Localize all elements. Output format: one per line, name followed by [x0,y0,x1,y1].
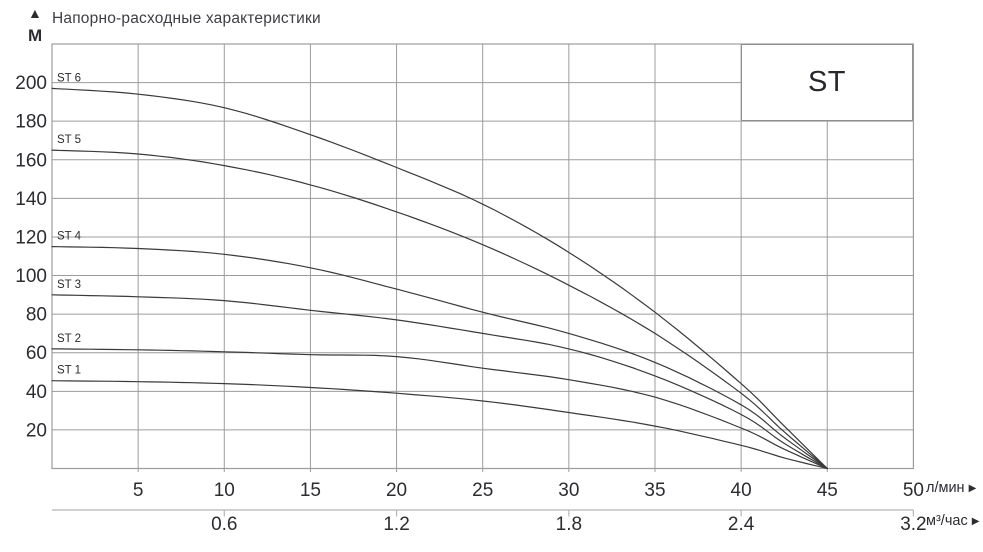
y-tick-label: 80 [26,305,47,326]
y-tick-label: 140 [15,189,47,210]
curve-label: ST 1 [57,365,81,377]
pump-curve [51,380,828,470]
curve-label: ST 6 [57,72,81,84]
curve-label: ST 5 [57,134,81,146]
pump-curve [51,348,828,470]
x-tick-label: 25 [472,480,493,501]
y-tick-label: 160 [15,150,47,171]
pump-curve [51,87,828,470]
series-family-label: ST [807,66,847,98]
x-axis-secondary-unit-label: м³/час [926,513,968,529]
y-axis-arrow-icon: ▲ [28,5,42,21]
chart-title: Напорно-расходные характеристики [52,10,321,27]
y-tick-label: 40 [26,382,47,403]
x-secondary-tick-label: 3.2 [900,514,926,535]
x-tick-label: 15 [300,480,321,501]
pump-curve [51,294,828,470]
x-secondary-tick-label: 0.6 [211,514,237,535]
x-tick-label: 10 [214,480,235,501]
y-axis-unit-label: М [28,26,43,45]
x-tick-label: 35 [644,480,665,501]
x-axis-secondary-arrow-icon: ▶ [971,516,980,527]
x-secondary-tick-label: 1.8 [556,514,582,535]
x-tick-label: 30 [558,480,579,501]
x-tick-label: 40 [731,480,752,501]
pump-curve [51,149,828,470]
curve-label: ST 4 [57,231,82,243]
x-secondary-tick-label: 1.2 [383,514,409,535]
curve-label: ST 3 [57,279,81,291]
y-tick-label: 180 [15,112,47,133]
y-tick-label: 100 [15,266,47,287]
x-axis-secondary-unit: м³/час ▶ [926,513,979,529]
x-tick-label: 45 [817,480,838,501]
x-tick-label: 5 [133,480,144,501]
pump-curve [51,246,828,470]
curve-label: ST 2 [57,333,81,345]
x-axis-arrow-icon: ▶ [968,483,977,494]
x-axis-unit-label: л/мин [926,480,965,496]
y-tick-label: 20 [26,420,47,441]
series-family-box: ST [741,44,913,121]
x-tick-label: 20 [386,480,407,501]
y-tick-label: 200 [15,73,47,94]
x-axis-unit: л/мин ▶ [926,480,976,496]
y-tick-label: 120 [15,227,47,248]
y-tick-label: 60 [26,343,47,364]
x-tick-label: 50 [903,480,924,501]
x-secondary-tick-label: 2.4 [728,514,755,535]
